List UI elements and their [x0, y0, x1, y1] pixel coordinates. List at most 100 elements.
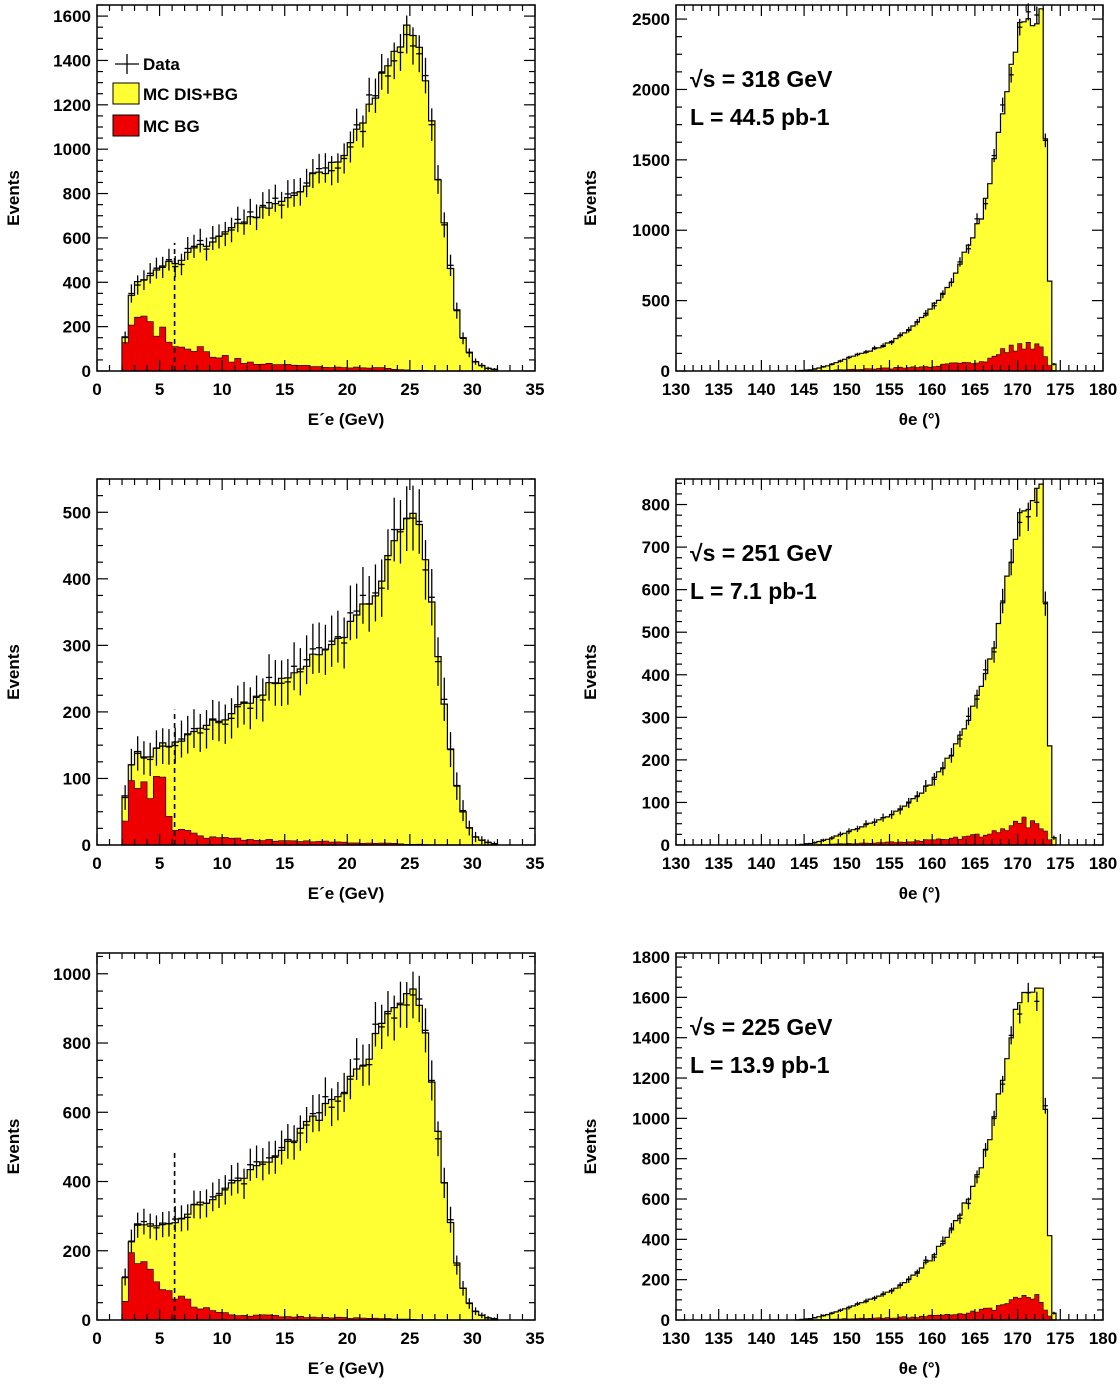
data-points [122, 485, 498, 845]
y-tick-label: 500 [642, 292, 670, 311]
x-tick-label: 145 [790, 1329, 818, 1348]
x-tick-label: 170 [1003, 1329, 1031, 1348]
x-tick-label: 130 [662, 1329, 690, 1348]
y-tick-label: 1000 [53, 965, 91, 984]
x-tick-label: 165 [961, 1329, 989, 1348]
y-tick-label: 800 [642, 1150, 670, 1169]
x-tick-label: 135 [705, 1329, 733, 1348]
x-tick-label: 150 [833, 854, 861, 873]
y-tick-label: 0 [82, 1311, 91, 1330]
data-points [803, 3, 1057, 371]
annotation-line: √s = 225 GeV [690, 1014, 833, 1040]
y-tick-label: 200 [63, 703, 91, 722]
panel-theta-225: 130 135 140 145 150 155 160 165 170 175 1800200400… [581, 948, 1117, 1378]
legend-mc-total-swatch [112, 82, 140, 105]
y-tick-label: 1400 [53, 51, 91, 70]
x-tick-label: 35 [526, 1329, 545, 1348]
data-points [122, 15, 498, 371]
y-axis-label: Events [4, 1119, 23, 1175]
x-tick-label: 180 [1089, 854, 1117, 873]
y-tick-label: 1200 [53, 96, 91, 115]
annotation-line: L = 44.5 pb-1 [690, 104, 830, 130]
x-tick-label: 180 [1089, 380, 1117, 399]
y-tick-label: 0 [661, 362, 670, 381]
y-tick-label: 600 [63, 1103, 91, 1122]
x-tick-label: 30 [463, 854, 482, 873]
y-tick-label: 2000 [632, 80, 670, 99]
y-tick-label: 400 [642, 1230, 670, 1249]
x-tick-label: 130 [662, 854, 690, 873]
y-tick-label: 200 [63, 318, 91, 337]
y-tick-label: 800 [63, 185, 91, 204]
y-tick-label: 1800 [632, 948, 670, 967]
y-tick-label: 200 [642, 751, 670, 770]
y-tick-label: 400 [642, 666, 670, 685]
y-axis-label: Events [4, 170, 23, 226]
y-tick-label: 500 [642, 623, 670, 642]
x-tick-label: 5 [155, 854, 164, 873]
annotation-line: L = 13.9 pb-1 [690, 1052, 830, 1078]
y-tick-label: 1500 [632, 151, 670, 170]
data-points [803, 982, 1057, 1320]
x-tick-label: 155 [875, 1329, 903, 1348]
x-tick-label: 140 [747, 1329, 775, 1348]
y-axis-label: Events [4, 644, 23, 700]
panel-theta-251: 130 135 140 145 150 155 160 165 170 175 180 0 100 200… [581, 478, 1117, 903]
panel-energy-251: 0 5 10 15 20 25 30 35 0 100 200 300 400 500 E´e (GeV) E… [4, 478, 545, 903]
y-tick-label: 300 [63, 636, 91, 655]
plot-frame [96, 952, 536, 1321]
x-tick-label: 25 [400, 854, 419, 873]
x-tick-label: 135 [705, 854, 733, 873]
x-tick-label: 130 [662, 380, 690, 399]
x-tick-label: 5 [155, 1329, 164, 1348]
y-tick-label: 1200 [632, 1069, 670, 1088]
x-tick-label: 10 [213, 1329, 232, 1348]
y-tick-label: 0 [82, 362, 91, 381]
y-tick-label: 400 [63, 1173, 91, 1192]
x-tick-label: 10 [213, 854, 232, 873]
y-tick-label: 600 [63, 229, 91, 248]
x-tick-label: 20 [338, 854, 357, 873]
panel-theta-318: 130 135 140 145 150 155 160 165 170 175 180 0 500 100… [581, 3, 1117, 429]
x-axis-label: E´e (GeV) [308, 1359, 385, 1378]
x-tick-label: 150 [833, 380, 861, 399]
legend-label-data: Data [143, 55, 180, 74]
x-tick-label: 155 [875, 380, 903, 399]
mc-bg-histogram [795, 816, 1057, 846]
x-tick-label: 160 [918, 1329, 946, 1348]
x-tick-label: 135 [705, 380, 733, 399]
x-tick-label: 160 [918, 380, 946, 399]
x-tick-label: 15 [275, 854, 294, 873]
data-points [803, 487, 1057, 845]
x-axis-label: E´e (GeV) [308, 410, 385, 429]
y-tick-label: 0 [82, 836, 91, 855]
x-tick-label: 15 [275, 1329, 294, 1348]
x-axis-label: θe (°) [899, 410, 941, 429]
y-tick-label: 1000 [53, 140, 91, 159]
y-tick-label: 0 [661, 836, 670, 855]
y-tick-label: 2500 [632, 10, 670, 29]
annotation-line: L = 7.1 pb-1 [690, 578, 817, 604]
x-tick-label: 170 [1003, 380, 1031, 399]
x-tick-label: 165 [961, 380, 989, 399]
x-tick-label: 25 [400, 380, 419, 399]
x-tick-label: 30 [463, 380, 482, 399]
x-tick-label: 170 [1003, 854, 1031, 873]
y-tick-label: 200 [642, 1271, 670, 1290]
y-tick-label: 1400 [632, 1029, 670, 1048]
y-tick-label: 400 [63, 570, 91, 589]
mc-total-histogram [121, 988, 499, 1321]
x-tick-label: 35 [526, 380, 545, 399]
x-tick-label: 140 [747, 854, 775, 873]
x-tick-label: 145 [790, 854, 818, 873]
x-axis-label: E´e (GeV) [308, 884, 385, 903]
annotation-line: √s = 318 GeV [690, 66, 833, 92]
x-tick-label: 35 [526, 854, 545, 873]
y-tick-label: 100 [642, 793, 670, 812]
legend-label-mc-total: MC DIS+BG [143, 85, 238, 104]
x-tick-label: 175 [1046, 1329, 1074, 1348]
x-tick-label: 0 [92, 1329, 101, 1348]
y-tick-label: 100 [63, 769, 91, 788]
x-tick-label: 155 [875, 854, 903, 873]
x-tick-label: 0 [92, 380, 101, 399]
